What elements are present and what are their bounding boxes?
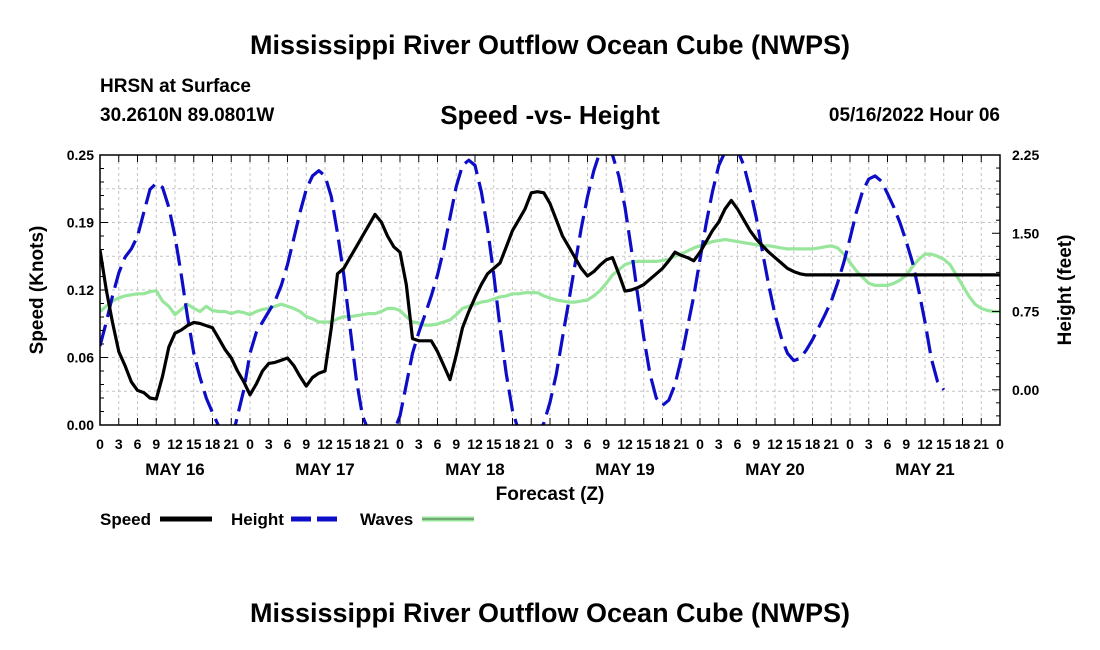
day-label: MAY 16	[145, 460, 205, 479]
day-label: MAY 21	[895, 460, 955, 479]
y-tick-label: 0.19	[67, 215, 94, 231]
legend-label-speed: Speed	[100, 510, 151, 529]
x-tick-label: 0	[546, 436, 554, 452]
x-tick-label: 3	[865, 436, 873, 452]
chart-subtitle: Speed -vs- Height	[440, 100, 660, 130]
x-tick-label: 18	[505, 436, 521, 452]
y-tick-label: 0.00	[67, 417, 94, 433]
x-tick-label: 18	[205, 436, 221, 452]
y-tick-label: 0.12	[67, 282, 94, 298]
x-tick-label: 15	[786, 436, 802, 452]
y-axis-title: Speed (Knots)	[27, 226, 48, 355]
chart-grid	[100, 155, 1000, 425]
x-tick-label: 12	[467, 436, 483, 452]
x-tick-label: 9	[152, 436, 160, 452]
y-tick-label: 0.06	[67, 350, 94, 366]
x-tick-label: 6	[134, 436, 142, 452]
footer-title: Mississippi River Outflow Ocean Cube (NW…	[249, 598, 851, 628]
y-tick-label: 0.25	[67, 147, 94, 163]
series-line-speed	[100, 190, 1000, 401]
x-tick-label: 12	[167, 436, 183, 452]
x-tick-label: 9	[902, 436, 910, 452]
x-tick-label: 21	[223, 436, 239, 452]
chart-axes: 0.000.060.120.190.250.000.751.502.250 3 6 9…	[27, 147, 1076, 505]
chart-series	[100, 155, 1000, 425]
x-tick-label: 9	[602, 436, 610, 452]
x-tick-label: 18	[355, 436, 371, 452]
chart-legend: Speed Height Waves	[100, 510, 474, 529]
x-tick-label: 12	[917, 436, 933, 452]
x-tick-label: 9	[452, 436, 460, 452]
x-tick-label: 9	[302, 436, 310, 452]
x-tick-label: 21	[673, 436, 689, 452]
x-tick-label: 21	[823, 436, 839, 452]
x-tick-label: 6	[584, 436, 592, 452]
x-tick-label: 15	[636, 436, 652, 452]
x-tick-label: 3	[265, 436, 273, 452]
x-tick-label: 0	[96, 436, 104, 452]
x-tick-label: 15	[336, 436, 352, 452]
x-tick-label: 6	[434, 436, 442, 452]
x-tick-label: 15	[936, 436, 952, 452]
x-tick-label: 18	[805, 436, 821, 452]
x-tick-label: 12	[617, 436, 633, 452]
x-tick-label: 0	[396, 436, 404, 452]
x-tick-label: 21	[973, 436, 989, 452]
x-tick-label: 6	[734, 436, 742, 452]
x-tick-label: 3	[415, 436, 423, 452]
x-tick-label: 15	[486, 436, 502, 452]
station-label: HRSN at Surface	[100, 76, 251, 97]
day-label: MAY 17	[295, 460, 355, 479]
x-tick-label: 15	[186, 436, 202, 452]
x-tick-label: 21	[523, 436, 539, 452]
day-label: MAY 20	[745, 460, 805, 479]
x-tick-label: 6	[284, 436, 292, 452]
day-label: MAY 19	[595, 460, 655, 479]
x-tick-label: 18	[655, 436, 671, 452]
station-coordinates: 30.2610N 89.0801W	[100, 105, 275, 126]
y2-axis-title: Height (feet)	[1055, 235, 1076, 346]
x-tick-label: 3	[115, 436, 123, 452]
x-tick-label: 0	[696, 436, 704, 452]
legend-label-waves: Waves	[360, 510, 413, 529]
y2-tick-label: 0.00	[1012, 382, 1039, 398]
x-tick-label: 12	[317, 436, 333, 452]
y2-tick-label: 1.50	[1012, 225, 1039, 241]
x-tick-label: 0	[996, 436, 1004, 452]
x-tick-label: 0	[246, 436, 254, 452]
x-tick-label: 3	[565, 436, 573, 452]
day-label: MAY 18	[445, 460, 505, 479]
series-line-waves	[100, 237, 1000, 327]
x-tick-label: 12	[767, 436, 783, 452]
x-tick-label: 0	[846, 436, 854, 452]
x-tick-label: 6	[884, 436, 892, 452]
x-tick-label: 21	[373, 436, 389, 452]
series-line-height	[100, 155, 946, 425]
y2-tick-label: 2.25	[1012, 147, 1039, 163]
x-tick-label: 3	[715, 436, 723, 452]
x-axis-title: Forecast (Z)	[496, 484, 605, 505]
y2-tick-label: 0.75	[1012, 304, 1039, 320]
chart-main-title: Mississippi River Outflow Ocean Cube (NW…	[249, 30, 851, 60]
forecast-datetime: 05/16/2022 Hour 06	[828, 105, 1000, 126]
x-tick-label: 9	[752, 436, 760, 452]
x-tick-label: 18	[955, 436, 971, 452]
legend-label-height: Height	[231, 510, 284, 529]
